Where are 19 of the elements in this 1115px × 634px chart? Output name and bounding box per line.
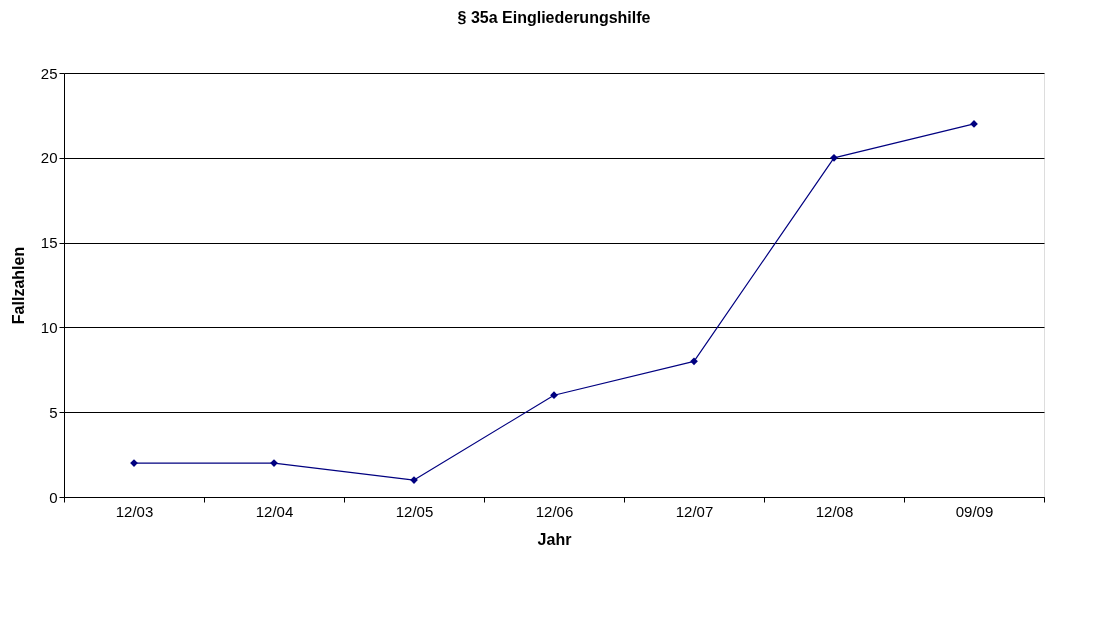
point — [690, 357, 698, 366]
y-tick-label: 10 — [40, 318, 58, 336]
y-tick-label: 5 — [49, 403, 58, 421]
y-axis-title: Fallzahlen — [9, 246, 27, 325]
x-tick-label: 12/07 — [675, 502, 714, 520]
y-tick-label: 20 — [40, 149, 58, 167]
x-tick-label: 12/08 — [815, 502, 854, 520]
x-tick-label: 12/04 — [255, 502, 294, 520]
y-tick-label: 0 — [49, 488, 58, 506]
y-tick-label: 15 — [40, 234, 58, 252]
x-tick-label: 09/09 — [955, 502, 994, 520]
y-tick-label: 25 — [40, 64, 58, 82]
x-axis-title: Jahr — [537, 530, 572, 548]
point — [550, 391, 558, 400]
chart-title: § 35a Eingliederungshilfe — [457, 9, 651, 26]
x-tick-label: 12/06 — [535, 502, 574, 520]
point — [830, 153, 838, 162]
x-tick-label: 12/05 — [395, 502, 434, 520]
x-tick-label: 12/03 — [115, 502, 154, 520]
